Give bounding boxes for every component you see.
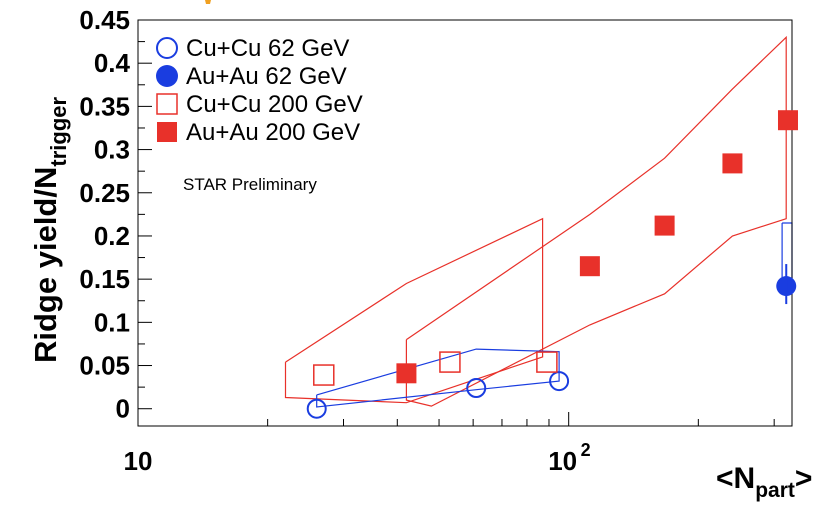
error-band-1 — [405, 35, 787, 407]
y-tick-label: 0 — [116, 394, 130, 424]
plot-axes — [137, 19, 793, 427]
legend: Cu+Cu 62 GeV Au+Au 62 GeV Cu+Cu 200 GeV … — [156, 35, 363, 146]
y-tick-label: 0.05 — [79, 351, 130, 381]
x-axis-title: <Npart> — [716, 462, 812, 502]
marker-series-3 — [579, 256, 600, 277]
y-tick-label: 0.15 — [79, 264, 130, 294]
marker-series-2 — [313, 364, 335, 386]
marker-series-0 — [306, 398, 327, 419]
legend-label-cucu62: Cu+Cu 62 GeV — [186, 35, 349, 62]
y-tick-label: 0.2 — [94, 221, 130, 251]
data-points — [306, 110, 798, 419]
x-tick-label: 10 — [548, 446, 577, 476]
y-tick-label: 0.25 — [79, 178, 130, 208]
plot-frame — [137, 19, 793, 427]
x-tick-label: 10 — [124, 446, 153, 476]
y-tick-label: 0.45 — [79, 5, 130, 35]
marker-series-3 — [777, 110, 798, 131]
legend-marker-auau62 — [156, 65, 178, 87]
marker-series-3 — [396, 363, 417, 384]
y-tick-label: 0.1 — [94, 307, 130, 337]
legend-marker-auau200 — [157, 122, 177, 142]
legend-label-auau62: Au+Au 62 GeV — [186, 63, 347, 90]
x-axis-ticks: 10 10 2 — [124, 412, 775, 476]
marker-series-0 — [466, 377, 487, 398]
legend-label-cucu200: Cu+Cu 200 GeV — [186, 91, 363, 118]
marker-series-3 — [722, 153, 743, 174]
y-tick-label: 0.3 — [94, 135, 130, 165]
marker-series-0 — [549, 371, 570, 392]
error-band-0 — [284, 217, 544, 404]
systematic-error-bands — [284, 35, 793, 408]
legend-label-auau200: Au+Au 200 GeV — [186, 119, 360, 146]
legend-marker-cucu62 — [156, 37, 178, 59]
error-band-2 — [316, 348, 560, 408]
top-edge-mark — [205, 0, 211, 4]
marker-series-2 — [536, 351, 558, 373]
x-tick-exponent: 2 — [581, 440, 591, 460]
legend-marker-cucu200 — [156, 93, 178, 115]
y-tick-label: 0.35 — [79, 91, 130, 121]
y-axis-ticks: 0 0.05 0.1 0.15 0.2 0.25 0.3 0.35 0.4 0.45 — [79, 5, 152, 424]
marker-series-3 — [654, 215, 675, 236]
y-tick-label: 0.4 — [94, 48, 131, 78]
y-axis-title: Ridge yield/Ntrigger — [28, 97, 71, 363]
marker-series-2 — [439, 351, 461, 373]
star-preliminary-label: STAR Preliminary — [183, 175, 317, 194]
